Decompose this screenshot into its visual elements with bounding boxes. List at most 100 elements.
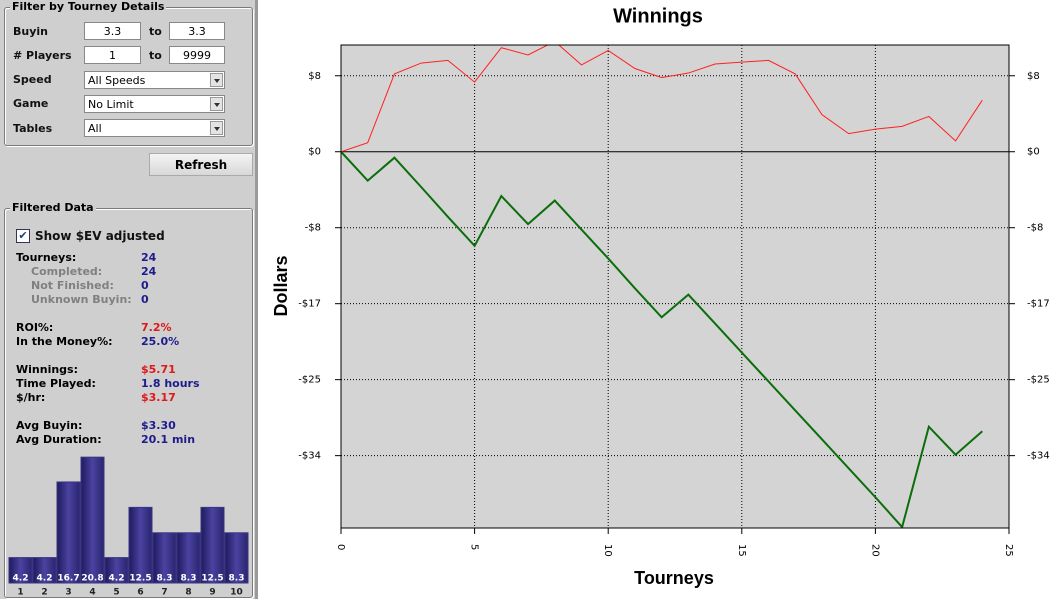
dropdown[interactable]: All Speeds [84,71,225,89]
plot-area [341,45,1009,528]
x-tick-label: 5 [469,544,480,550]
checkbox-label: Show $EV adjusted [35,229,165,243]
y2-tick-label: -$8 [1027,223,1043,234]
stat-value: 24 [141,265,157,278]
dropdown-arrow [210,121,223,135]
bar-value-label: 12.5 [201,574,223,584]
y2-tick-label: $8 [1027,71,1040,82]
dropdown[interactable]: All [84,119,225,137]
to-label: to [149,25,162,38]
stat-value: 24 [141,251,157,264]
bar [128,506,153,584]
bar-value-label: 12.5 [129,574,151,584]
dropdown-value: All [88,122,102,135]
input[interactable]: 1 [84,46,141,64]
x-tick-label: 10 [230,588,243,598]
y-tick-label: -$34 [298,451,321,462]
x-tick-label: 0 [335,544,346,550]
x-tick-label: 1 [17,588,23,598]
bar-value-label: 8.3 [181,574,197,584]
stat-value: 25.0% [141,335,180,348]
dropdown-arrow [210,73,223,87]
y-tick-label: -$25 [298,375,321,386]
input[interactable]: 3.3 [169,22,225,40]
stat-label: Time Played: [16,377,96,390]
bar [200,506,225,584]
x-tick-label: 5 [113,588,119,598]
bar [56,481,81,584]
bar-value-label: 4.2 [109,574,125,584]
bar [104,557,129,584]
stat-label: Unknown Buyin: [31,293,132,306]
stat-label: Not Finished: [31,279,114,292]
stat-label: Completed: [31,265,103,278]
stat-label: In the Money%: [16,335,113,348]
y2-tick-label: -$17 [1027,299,1050,310]
x-tick-label: 20 [869,544,880,557]
dropdown-arrow [210,97,223,111]
x-tick-label: 8 [185,588,191,598]
group-title: Filtered Data [10,201,96,214]
x-tick-label: 9 [209,588,215,598]
x-tick-label: 3 [65,588,71,598]
stat-label: Winnings: [16,363,78,376]
x-axis-label: Tourneys [634,568,714,588]
y-axis-label: Dollars [271,255,291,316]
stat-value: 1.8 hours [141,377,200,390]
dropdown-value: All Speeds [88,74,146,87]
refresh-button[interactable]: Refresh [149,153,253,176]
stat-value: $5.71 [141,363,176,376]
bar-value-label: 16.7 [57,574,79,584]
y-tick-label: -$17 [298,299,321,310]
filtered-group [4,208,253,598]
stat-label: Avg Duration: [16,433,102,446]
stat-label: Tourneys: [16,251,77,264]
stat-value: 7.2% [141,321,172,334]
dropdown[interactable]: No Limit [84,95,225,113]
checkbox[interactable]: ✔ [16,229,30,243]
input[interactable]: 9999 [169,46,225,64]
histogram: 4.2 1 4.2 2 16.7 3 20.8 4 4.2 5 12.5 6 8.3 7 8.3 8 12.5 9… [8,456,249,598]
y-tick-label: $8 [308,71,321,82]
filter-panel: Filter by Tourney Details Buyin 3.3 to 3… [0,0,258,599]
bar [176,532,201,584]
field-label: # Players [13,49,72,62]
y-tick-label: $0 [308,147,321,158]
x-tick-label: 4 [89,588,95,598]
stat-value: 0 [141,293,149,306]
to-label: to [149,49,162,62]
field-label: Tables [13,122,53,135]
chart-title: Winnings [613,5,703,27]
plot-border [340,44,1010,529]
y2-tick-label: $0 [1027,147,1040,158]
x-tick-label: 6 [137,588,143,598]
stat-label: ROI%: [16,321,54,334]
x-tick-label: 2 [41,588,47,598]
stat-value: 0 [141,279,149,292]
bar-value-label: 4.2 [13,574,29,584]
stat-value: 20.1 min [141,433,196,446]
bar-value-label: 8.3 [229,574,245,584]
field-label: Buyin [13,25,48,38]
y2-tick-label: -$25 [1027,375,1050,386]
input[interactable]: 3.3 [84,22,141,40]
x-tick-label: 25 [1003,544,1014,557]
y-tick-label: -$8 [305,223,321,234]
field-label: Game [13,97,49,110]
winnings-chart: Winnings Dollars Tourneys $8 $8 $0 $0 -$8 -$8… [271,5,1050,588]
stat-label: Avg Buyin: [16,419,83,432]
x-tick-label: 10 [602,544,613,557]
bar-value-label: 4.2 [37,574,53,584]
x-tick-label: 7 [161,588,167,598]
bar [80,456,105,584]
bar [32,557,57,584]
x-tick-label: 15 [736,544,747,557]
bar [152,532,177,584]
field-label: Speed [13,73,52,86]
y2-tick-label: -$34 [1027,451,1050,462]
stat-label: $/hr: [16,391,46,404]
bar [8,557,33,584]
dropdown-value: No Limit [88,98,134,111]
group-title: Filter by Tourney Details [10,0,167,13]
